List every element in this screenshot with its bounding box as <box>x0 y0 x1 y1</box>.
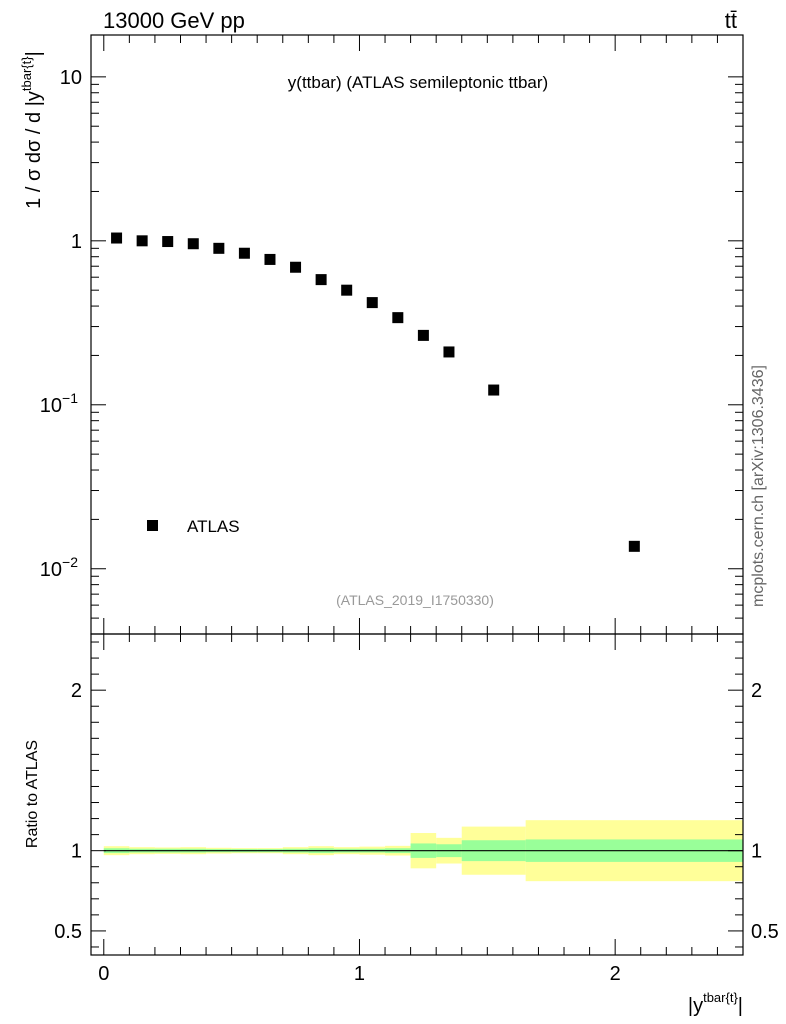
data-point-atlas <box>366 297 378 309</box>
energy-label: 13000 GeV pp <box>103 8 245 33</box>
data-point-atlas <box>136 235 148 247</box>
analysis-label: (ATLAS_2019_I1750330) <box>336 592 494 608</box>
legend: ATLAS <box>147 517 240 536</box>
ratio-frame <box>90 633 744 956</box>
x-label-main: |y <box>688 995 703 1017</box>
main-y-label-main: 1 / σ dσ / d |y <box>23 91 45 209</box>
data-point-atlas <box>628 540 640 552</box>
ratio-y-tick-label-right: 1 <box>751 841 762 863</box>
x-label-end: | <box>738 995 743 1017</box>
data-point-atlas <box>341 284 353 296</box>
main-data-points <box>111 232 640 552</box>
ratio-y-tick-label-left: 2 <box>71 680 82 702</box>
data-point-atlas <box>315 274 327 286</box>
data-point-atlas <box>392 312 404 324</box>
main-title: y(ttbar) (ATLAS semileptonic ttbar) <box>288 73 548 92</box>
ratio-y-tick-label-left: 0.5 <box>54 921 82 943</box>
x-axis-label: |ytbar{t}| <box>688 990 743 1017</box>
ratio-y-axis-label: Ratio to ATLAS <box>24 740 41 848</box>
ratio-y-tick-label-left: 1 <box>71 841 82 863</box>
x-tick-label: 1 <box>354 963 365 985</box>
main-panel: 10 1 10−1 10−2 y(ttbar) (ATLAS semileptonic… <box>19 34 744 635</box>
data-point-atlas <box>290 261 302 273</box>
x-label-sup: tbar{t} <box>703 990 738 1005</box>
main-y-label-sup: tbar{t} <box>19 56 34 91</box>
ratio-y-tick-label-right: 0.5 <box>751 921 779 943</box>
data-point-atlas <box>162 236 174 248</box>
process-label: tt̄ <box>725 8 737 33</box>
data-point-atlas <box>238 247 250 259</box>
legend-marker-atlas <box>147 520 158 531</box>
ratio-panel: 2 2 1 1 0.5 0.5 0 1 2 Ratio to ATLAS |ytbar{t}| <box>24 633 779 1017</box>
ratio-y-tick-label-right: 2 <box>751 680 762 702</box>
x-tick-label: 2 <box>610 963 621 985</box>
legend-label-atlas: ATLAS <box>187 517 240 536</box>
data-point-atlas <box>443 346 455 358</box>
data-point-atlas <box>187 238 199 250</box>
data-point-atlas <box>488 384 500 396</box>
main-y-axis-label: 1 / σ dσ / d |ytbar{t}| <box>19 51 45 209</box>
data-point-atlas <box>417 329 429 341</box>
ratio-ticks: 2 2 1 1 0.5 0.5 0 1 2 <box>54 634 779 985</box>
x-tick-label: 0 <box>98 963 109 985</box>
main-y-tick-label: 10−2 <box>40 554 78 581</box>
main-frame <box>90 34 744 635</box>
mcplots-watermark: mcplots.cern.ch [arXiv:1306.3436] <box>750 365 767 607</box>
main-y-label-end: | <box>23 51 45 56</box>
main-y-tick-label: 10−1 <box>40 390 78 417</box>
data-point-atlas <box>213 242 225 254</box>
data-point-atlas <box>264 253 276 265</box>
main-ticks: 10 1 10−1 10−2 <box>40 35 744 635</box>
main-y-tick-label: 10 <box>60 67 82 89</box>
data-point-atlas <box>111 232 123 244</box>
main-y-tick-label: 1 <box>71 231 82 253</box>
